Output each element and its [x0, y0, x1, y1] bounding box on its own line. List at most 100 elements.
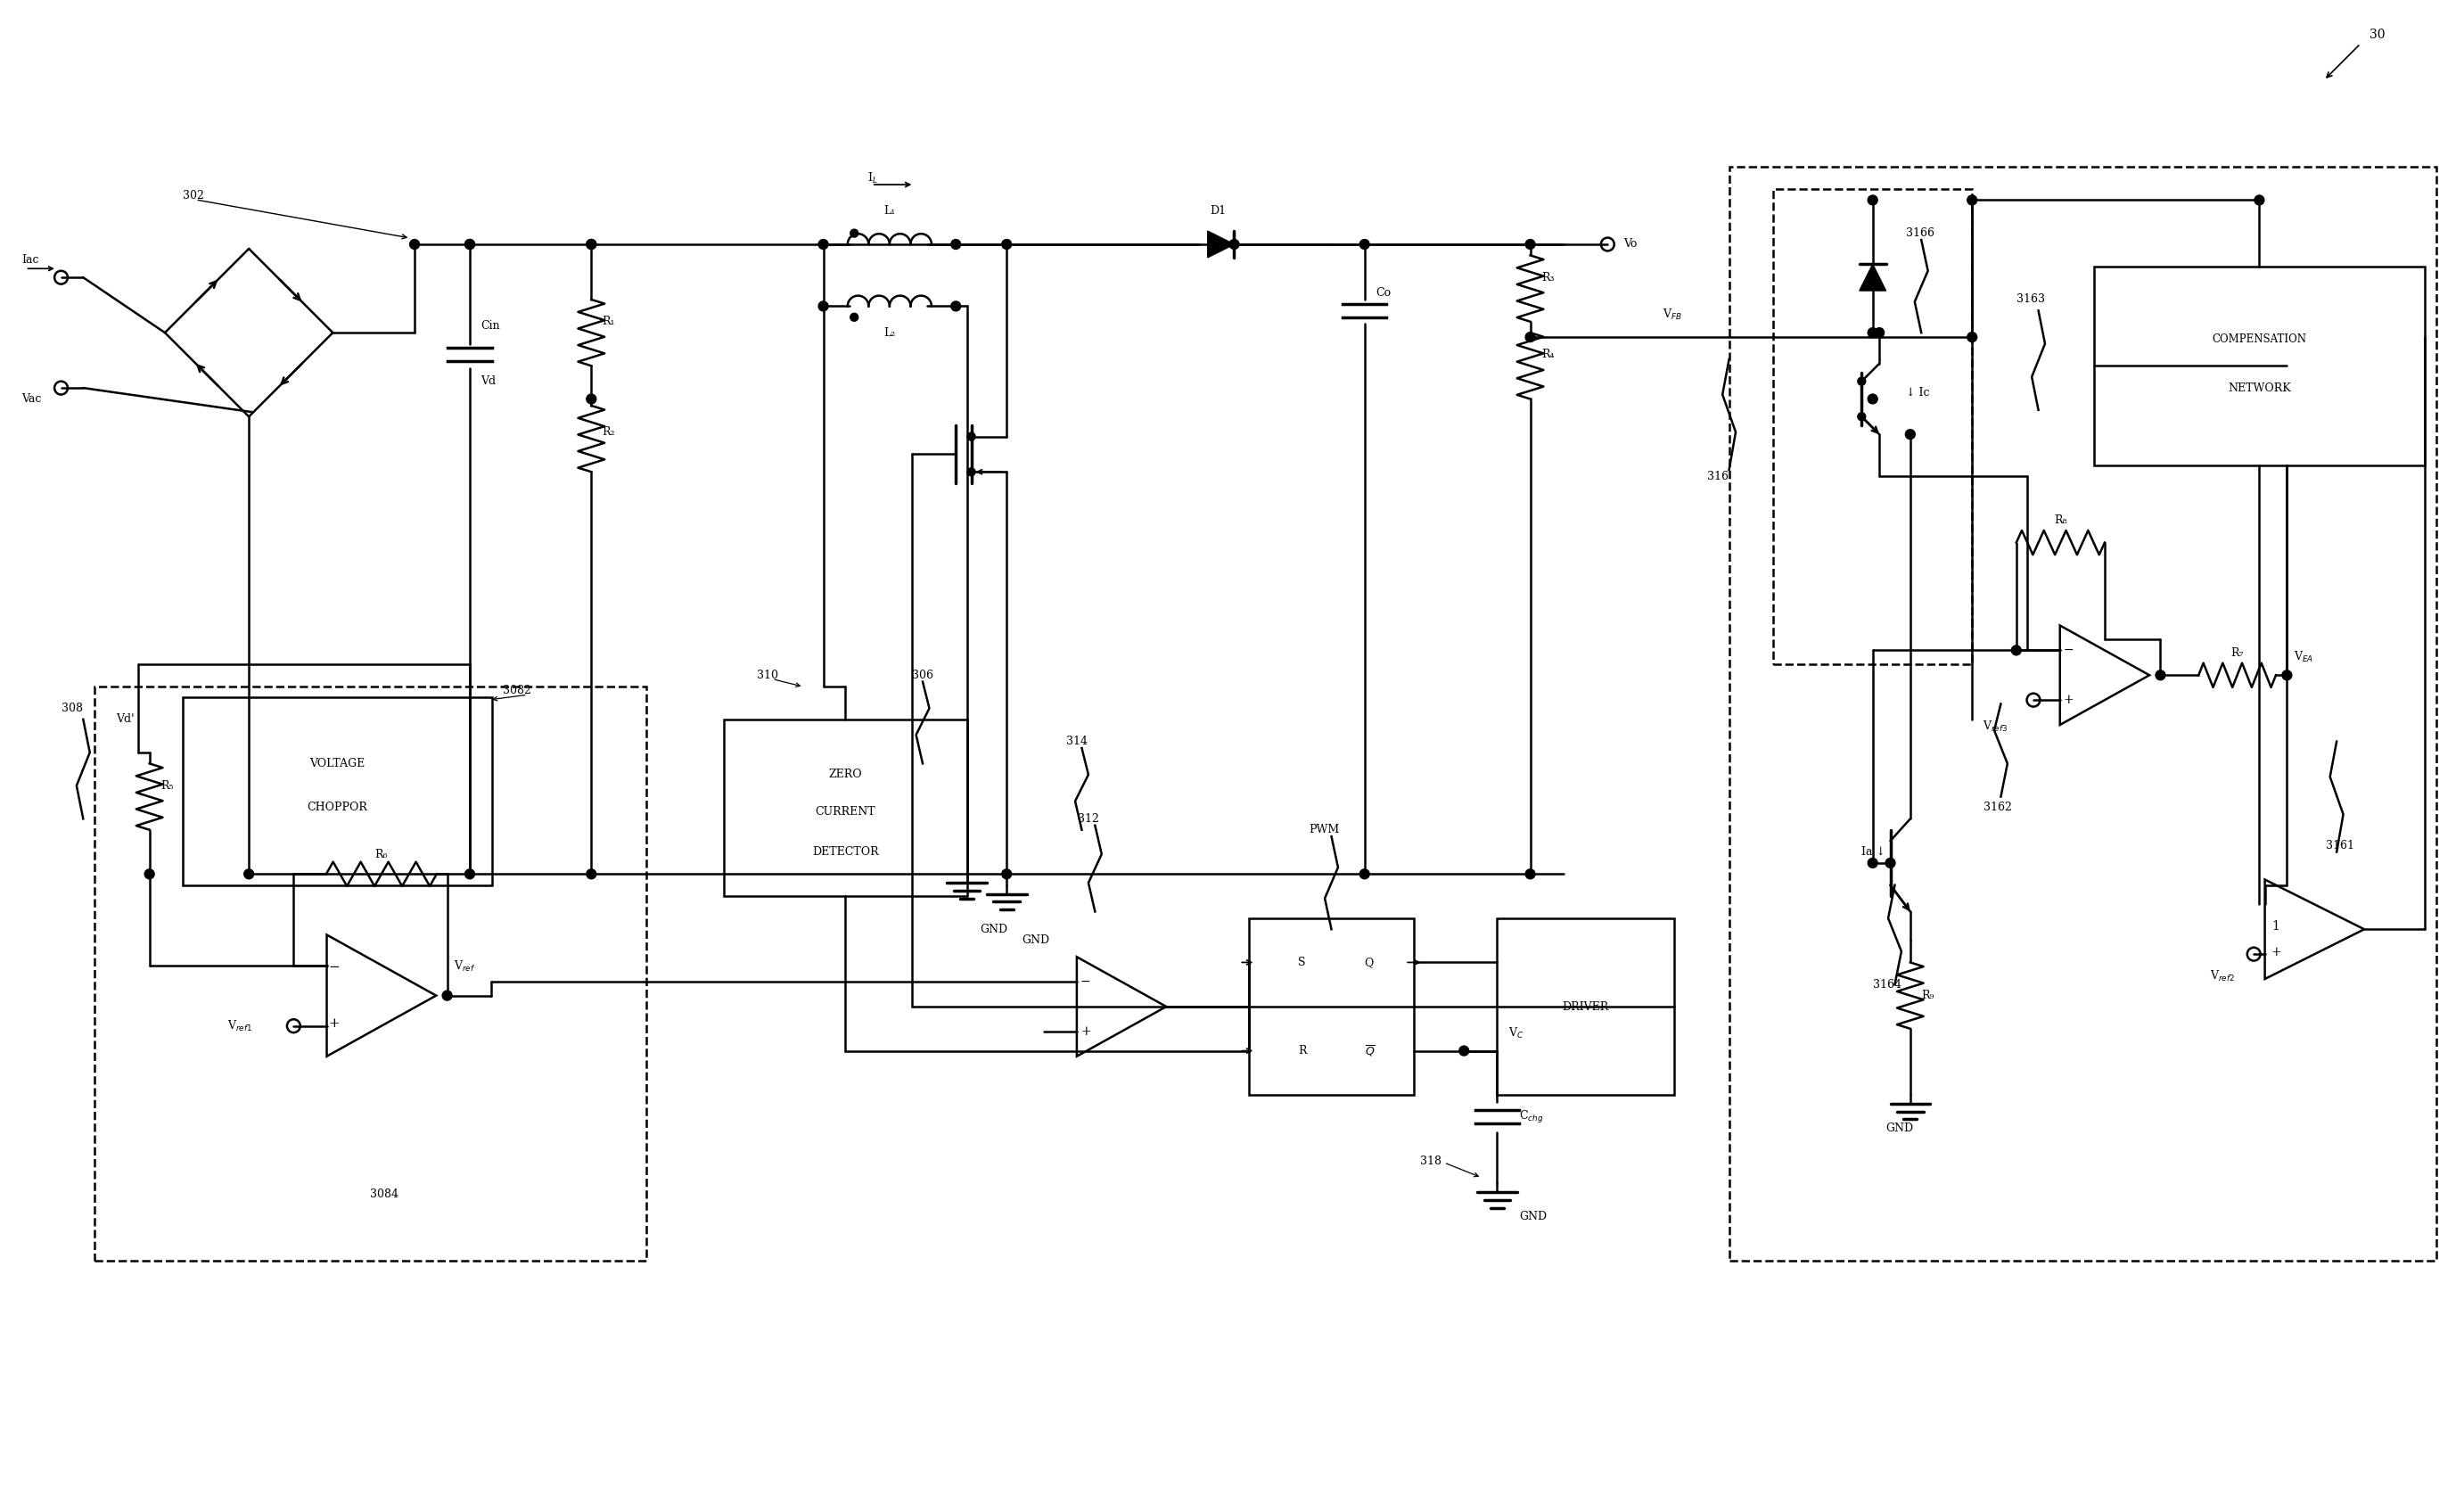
Text: PWM: PWM — [1308, 825, 1340, 835]
Polygon shape — [1207, 232, 1234, 257]
Text: ↓ Ic: ↓ Ic — [1905, 387, 1929, 399]
Circle shape — [586, 239, 596, 250]
Circle shape — [850, 313, 857, 321]
Circle shape — [968, 468, 976, 476]
Circle shape — [968, 432, 976, 441]
Circle shape — [1525, 333, 1535, 342]
Circle shape — [2282, 670, 2292, 680]
Bar — [182, 697, 493, 885]
Circle shape — [466, 870, 476, 879]
Circle shape — [1868, 328, 1878, 337]
Text: GND: GND — [1520, 1210, 1547, 1222]
Text: R₁: R₁ — [601, 316, 616, 328]
Text: R₆: R₆ — [375, 849, 387, 859]
Text: −: − — [1079, 975, 1092, 987]
Text: −: − — [2062, 644, 2075, 656]
Text: V$_{ref}$: V$_{ref}$ — [453, 960, 476, 974]
Text: 318: 318 — [1419, 1156, 1441, 1166]
Bar — [2094, 266, 2425, 465]
Circle shape — [1360, 239, 1370, 250]
Circle shape — [818, 239, 828, 250]
Text: V$_{EA}$: V$_{EA}$ — [2294, 650, 2314, 665]
Text: +: + — [2062, 694, 2075, 706]
Bar — [1730, 167, 2437, 1261]
Text: 308: 308 — [62, 703, 81, 713]
Text: 3166: 3166 — [1905, 227, 1934, 239]
Circle shape — [1868, 196, 1878, 205]
Text: 3084: 3084 — [370, 1189, 399, 1199]
Circle shape — [409, 239, 419, 250]
Text: GND: GND — [1023, 935, 1050, 947]
Text: CURRENT: CURRENT — [816, 807, 875, 817]
Text: 30: 30 — [2370, 29, 2385, 41]
Text: Vd: Vd — [480, 375, 495, 387]
Text: S: S — [1299, 957, 1306, 968]
Circle shape — [1215, 239, 1225, 250]
Text: L₁: L₁ — [885, 205, 894, 217]
Bar — [1249, 918, 1414, 1096]
Bar — [1774, 190, 1971, 664]
Circle shape — [2255, 196, 2264, 205]
Circle shape — [466, 239, 476, 250]
Circle shape — [850, 229, 857, 238]
Text: ZERO: ZERO — [828, 769, 862, 781]
Text: 3082: 3082 — [503, 685, 532, 697]
Circle shape — [1966, 196, 1976, 205]
Text: Co: Co — [1375, 287, 1390, 298]
Circle shape — [586, 870, 596, 879]
Text: Vo: Vo — [1624, 238, 1636, 250]
Circle shape — [818, 301, 828, 312]
Text: Q: Q — [1365, 957, 1375, 968]
Circle shape — [1966, 333, 1976, 342]
Text: V$_C$: V$_C$ — [1508, 1026, 1523, 1040]
Text: Vac: Vac — [22, 393, 42, 405]
Text: I$_L$: I$_L$ — [867, 172, 877, 185]
Text: DRIVER: DRIVER — [1562, 1001, 1609, 1013]
Circle shape — [1003, 239, 1013, 250]
Text: VOLTAGE: VOLTAGE — [310, 757, 365, 769]
Circle shape — [1868, 858, 1878, 868]
Text: 314: 314 — [1067, 736, 1087, 748]
Text: GND: GND — [1885, 1123, 1912, 1133]
Text: V$_{ref1}$: V$_{ref1}$ — [227, 1019, 251, 1032]
Text: Cin: Cin — [480, 321, 500, 331]
Text: DETECTOR: DETECTOR — [813, 846, 880, 858]
Circle shape — [444, 990, 451, 1001]
Circle shape — [1230, 239, 1239, 250]
Text: +: + — [328, 1017, 340, 1029]
Text: 302: 302 — [182, 190, 205, 202]
Text: L₂: L₂ — [885, 327, 894, 339]
Text: R₅: R₅ — [160, 780, 172, 792]
Bar — [94, 686, 646, 1261]
Text: V$_{ref3}$: V$_{ref3}$ — [1984, 719, 2008, 734]
Text: COMPENSATION: COMPENSATION — [2213, 334, 2306, 345]
Text: 1: 1 — [2272, 920, 2279, 932]
Text: R₉: R₉ — [1922, 990, 1934, 1001]
Text: Iac: Iac — [22, 254, 39, 265]
Text: +: + — [2272, 945, 2282, 959]
Circle shape — [1525, 870, 1535, 879]
Text: 316: 316 — [1708, 471, 1727, 482]
Circle shape — [1875, 328, 1885, 337]
Bar — [724, 719, 966, 895]
Circle shape — [1858, 412, 1865, 420]
Circle shape — [1525, 239, 1535, 250]
Text: D1: D1 — [1210, 205, 1227, 217]
Text: C$_{chg}$: C$_{chg}$ — [1520, 1109, 1542, 1126]
Text: R₄: R₄ — [1542, 349, 1555, 361]
Text: 306: 306 — [912, 670, 934, 680]
Text: R₈: R₈ — [2055, 515, 2067, 527]
Text: Vd': Vd' — [116, 713, 136, 725]
Circle shape — [1459, 1046, 1469, 1055]
Circle shape — [1868, 394, 1878, 403]
Text: +: + — [1079, 1025, 1092, 1038]
Text: GND: GND — [981, 924, 1008, 935]
Text: 312: 312 — [1077, 813, 1099, 825]
Circle shape — [244, 870, 254, 879]
Circle shape — [951, 239, 961, 250]
Text: 3161: 3161 — [2326, 840, 2353, 852]
Text: 3164: 3164 — [1873, 978, 1902, 990]
Circle shape — [1885, 858, 1895, 868]
Circle shape — [2011, 646, 2020, 655]
Circle shape — [586, 239, 596, 250]
